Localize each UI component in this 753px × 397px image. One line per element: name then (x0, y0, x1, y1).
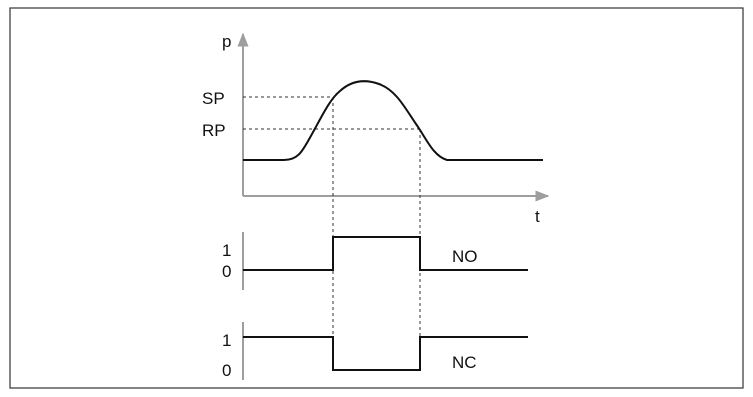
nc-high-label: 1 (222, 331, 231, 350)
nc-low-label: 0 (222, 361, 231, 380)
diagram-frame (9, 7, 744, 389)
pressure-curve (243, 80, 543, 161)
set-point-label: SP (202, 89, 225, 108)
pressure-axis-label: p (222, 32, 231, 51)
no-output-label: NO (452, 247, 478, 266)
no-high-label: 1 (222, 241, 231, 260)
nc-output-label: NC (452, 353, 477, 372)
no-signal-trace (243, 236, 528, 271)
reset-point-label: RP (202, 121, 226, 140)
no-low-label: 0 (222, 262, 231, 281)
time-axis-label: t (535, 207, 540, 226)
nc-signal-trace (243, 336, 528, 371)
